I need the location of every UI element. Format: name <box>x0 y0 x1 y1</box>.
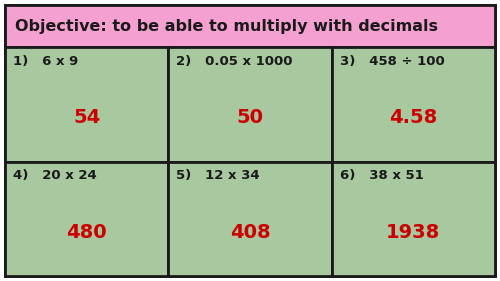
Bar <box>5 162 168 276</box>
Text: 3)   458 ÷ 100: 3) 458 ÷ 100 <box>340 55 444 68</box>
Bar <box>168 47 332 162</box>
Bar <box>5 5 495 47</box>
Text: 50: 50 <box>236 108 264 128</box>
Text: 2)   0.05 x 1000: 2) 0.05 x 1000 <box>176 55 293 68</box>
Text: 408: 408 <box>230 223 270 242</box>
Bar <box>168 162 332 276</box>
Text: 4.58: 4.58 <box>389 108 438 128</box>
Text: Objective: to be able to multiply with decimals: Objective: to be able to multiply with d… <box>15 19 438 33</box>
Text: 54: 54 <box>73 108 101 128</box>
Text: 1938: 1938 <box>386 223 440 242</box>
Text: 5)   12 x 34: 5) 12 x 34 <box>176 169 260 182</box>
Bar <box>332 47 495 162</box>
Bar <box>332 162 495 276</box>
Text: 6)   38 x 51: 6) 38 x 51 <box>340 169 423 182</box>
Bar <box>5 47 168 162</box>
Text: 480: 480 <box>66 223 107 242</box>
Text: 1)   6 x 9: 1) 6 x 9 <box>13 55 78 68</box>
Text: 4)   20 x 24: 4) 20 x 24 <box>13 169 97 182</box>
